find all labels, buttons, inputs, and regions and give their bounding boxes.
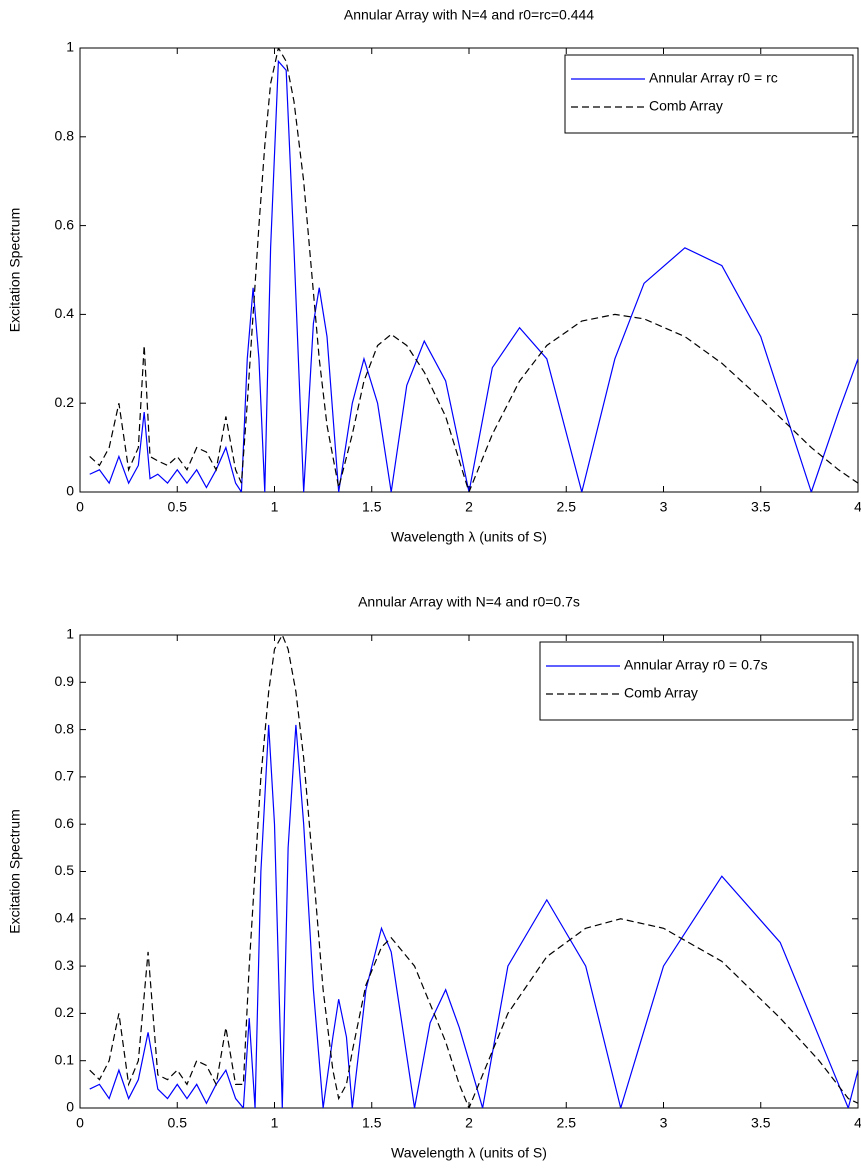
y-tick-label: 0.8 (55, 128, 75, 144)
y-tick-label: 1 (66, 626, 74, 642)
x-tick-label: 2 (465, 1115, 473, 1131)
y-axis-label: Excitation Spectrum (7, 809, 23, 934)
y-tick-label: 0.5 (55, 862, 75, 878)
x-tick-label: 4 (854, 499, 861, 515)
y-tick-label: 0.4 (55, 910, 75, 926)
series-line (89, 724, 858, 1108)
y-tick-label: 0.6 (55, 815, 75, 831)
x-tick-label: 3.5 (751, 1115, 771, 1131)
x-tick-label: 2 (465, 499, 473, 515)
legend-label: Annular Array r0 = 0.7s (624, 657, 768, 673)
y-tick-label: 0.4 (55, 305, 75, 321)
x-tick-label: 3.5 (751, 499, 771, 515)
legend-box (564, 54, 854, 134)
legend-label: Comb Array (624, 685, 698, 701)
x-axis-label: Wavelength λ (units of S) (391, 529, 547, 545)
y-tick-label: 0.2 (55, 394, 75, 410)
series-line (89, 635, 858, 1108)
x-tick-label: 0 (76, 499, 84, 515)
y-tick-label: 0.8 (55, 720, 75, 736)
x-tick-label: 3 (660, 499, 668, 515)
y-tick-label: 0.2 (55, 1004, 75, 1020)
x-tick-label: 4 (854, 1115, 861, 1131)
x-tick-label: 1.5 (362, 1115, 382, 1131)
legend-box (539, 641, 854, 721)
x-axis-label: Wavelength λ (units of S) (391, 1145, 547, 1161)
y-tick-label: 0.7 (55, 768, 75, 784)
y-tick-label: 0.1 (55, 1051, 75, 1067)
x-tick-label: 0.5 (168, 1115, 188, 1131)
y-axis-label: Excitation Spectrum (7, 208, 23, 333)
y-tick-label: 0.9 (55, 673, 75, 689)
legend-label: Annular Array r0 = rc (649, 70, 778, 86)
chart-title: Annular Array with N=4 and r0=0.7s (358, 594, 580, 610)
chart-title: Annular Array with N=4 and r0=rc=0.444 (344, 7, 594, 23)
x-tick-label: 0 (76, 1115, 84, 1131)
x-tick-label: 2.5 (557, 499, 577, 515)
legend-label: Comb Array (649, 98, 723, 114)
x-tick-label: 3 (660, 1115, 668, 1131)
x-tick-label: 2.5 (557, 1115, 577, 1131)
y-tick-label: 0.3 (55, 957, 75, 973)
series-line (89, 48, 858, 492)
x-tick-label: 1 (271, 1115, 279, 1131)
series-line (89, 59, 858, 492)
y-tick-label: 0 (66, 483, 74, 499)
y-tick-label: 0 (66, 1099, 74, 1115)
y-tick-label: 0.6 (55, 216, 75, 232)
x-tick-label: 1 (271, 499, 279, 515)
x-tick-label: 0.5 (168, 499, 188, 515)
y-tick-label: 1 (66, 39, 74, 55)
x-tick-label: 1.5 (362, 499, 382, 515)
